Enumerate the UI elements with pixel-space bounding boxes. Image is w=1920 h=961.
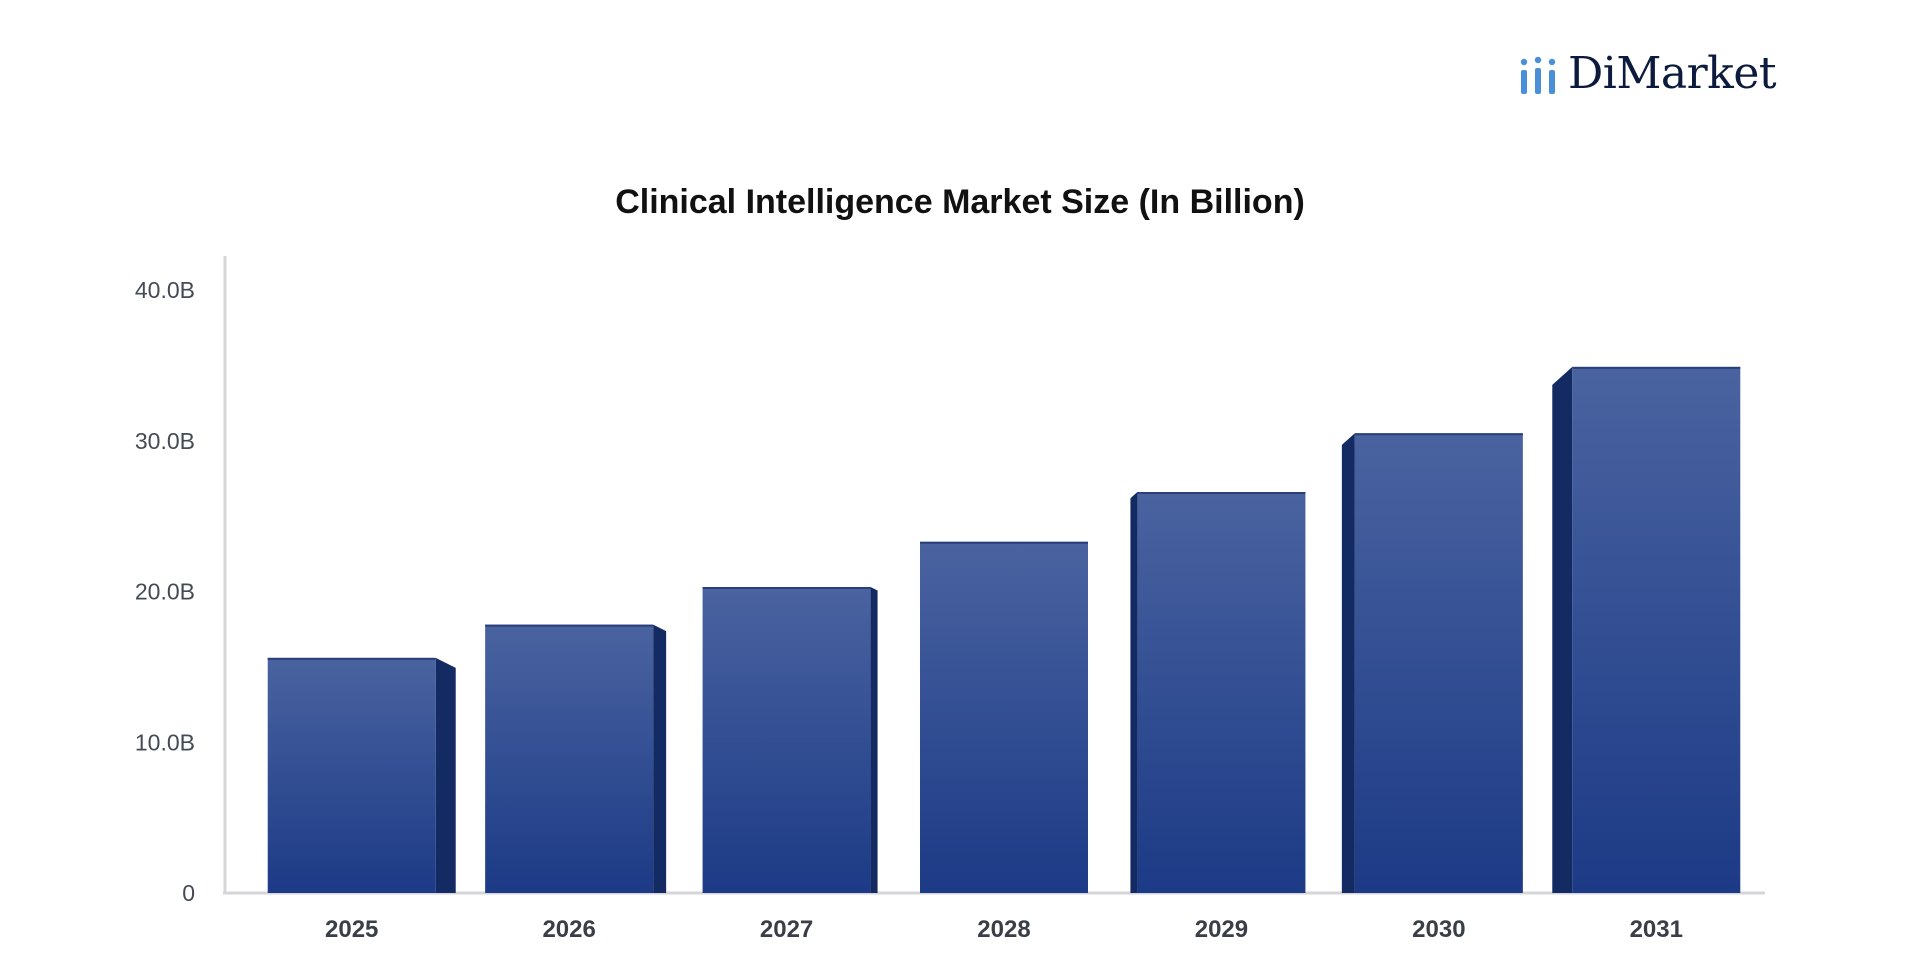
x-tick-label: 2026: [542, 916, 595, 943]
y-tick-label: 20.0B: [135, 579, 195, 605]
bar: [920, 541, 1088, 893]
x-tick-label: 2031: [1630, 916, 1683, 943]
bar-side: [870, 586, 878, 893]
bar-chart-icon: [1520, 56, 1556, 94]
brand-logo: DiMarket: [1518, 48, 1777, 99]
bar-side: [1130, 492, 1138, 893]
chart-title: Clinical Intelligence Market Size (In Bi…: [615, 183, 1305, 221]
x-tick-label: 2030: [1412, 916, 1465, 943]
x-tick-label: 2028: [977, 916, 1030, 943]
x-tick-label: 2029: [1195, 916, 1248, 943]
bar-side: [1341, 433, 1355, 893]
y-tick-label: 30.0B: [135, 428, 195, 454]
bar: [1354, 433, 1523, 893]
bar: [1572, 366, 1741, 893]
bar: [702, 586, 871, 893]
x-tick-label: 2025: [325, 916, 378, 943]
bar-side: [435, 657, 456, 893]
x-tick-label: 2027: [760, 916, 813, 943]
bar: [267, 657, 436, 893]
brand-name: DiMarket: [1568, 48, 1777, 99]
bar-side: [1552, 366, 1573, 893]
bar: [485, 624, 654, 893]
bar: [1137, 492, 1306, 893]
y-tick-label: 40.0B: [135, 277, 195, 303]
bar-side: [653, 624, 667, 893]
y-tick-label: 10.0B: [135, 729, 195, 755]
y-tick-label: 0: [182, 880, 195, 906]
